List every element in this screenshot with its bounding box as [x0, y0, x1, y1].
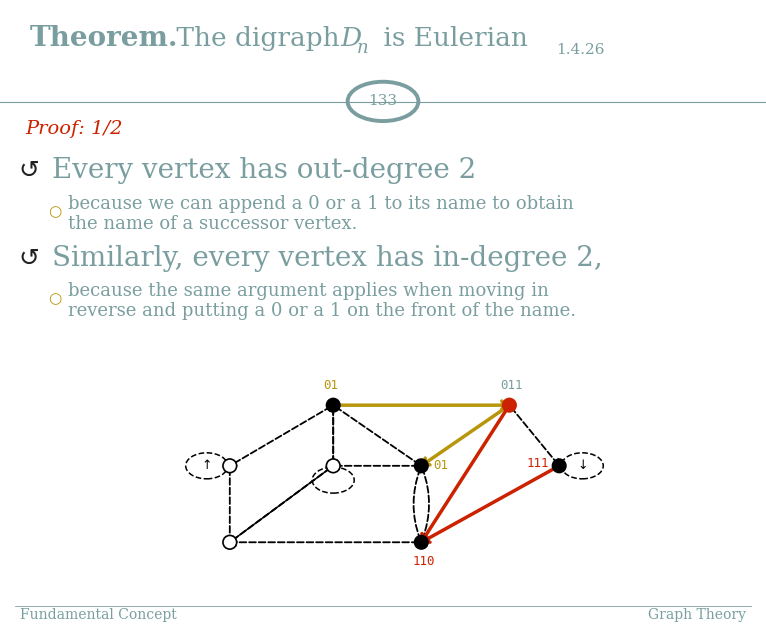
Text: Similarly, every vertex has in-degree 2,: Similarly, every vertex has in-degree 2, [52, 245, 603, 272]
Circle shape [223, 459, 237, 472]
Text: 01: 01 [433, 459, 448, 472]
Text: reverse and putting a 0 or a 1 on the front of the name.: reverse and putting a 0 or a 1 on the fr… [68, 302, 576, 320]
Text: ↓: ↓ [577, 459, 588, 472]
Text: ○: ○ [48, 204, 61, 219]
Text: 1.4.26: 1.4.26 [556, 44, 604, 57]
Text: ↺: ↺ [18, 247, 39, 271]
Text: ○: ○ [48, 291, 61, 306]
Text: n: n [357, 39, 368, 57]
Text: 111: 111 [527, 457, 549, 470]
Circle shape [326, 398, 340, 412]
Text: 110: 110 [412, 555, 434, 568]
Circle shape [414, 535, 428, 549]
Text: D: D [340, 26, 361, 51]
Text: Graph Theory: Graph Theory [648, 608, 746, 622]
Circle shape [414, 459, 428, 472]
Text: is Eulerian: is Eulerian [375, 26, 528, 51]
Text: Every vertex has out-degree 2: Every vertex has out-degree 2 [52, 157, 476, 184]
Circle shape [552, 459, 566, 472]
Text: Fundamental Concept: Fundamental Concept [20, 608, 177, 622]
Text: because we can append a 0 or a 1 to its name to obtain: because we can append a 0 or a 1 to its … [68, 195, 574, 213]
Circle shape [223, 535, 237, 549]
Text: Theorem.: Theorem. [30, 25, 178, 52]
Text: because the same argument applies when moving in: because the same argument applies when m… [68, 282, 549, 300]
Circle shape [502, 398, 516, 412]
Circle shape [326, 459, 340, 472]
Text: the name of a successor vertex.: the name of a successor vertex. [68, 215, 358, 233]
Text: 133: 133 [368, 94, 398, 109]
Text: ↺: ↺ [18, 158, 39, 183]
Text: ↑: ↑ [201, 459, 212, 472]
Text: 011: 011 [500, 379, 522, 392]
Text: The digraph: The digraph [168, 26, 348, 51]
Text: 01: 01 [324, 379, 339, 392]
Text: Proof: 1/2: Proof: 1/2 [25, 120, 123, 138]
